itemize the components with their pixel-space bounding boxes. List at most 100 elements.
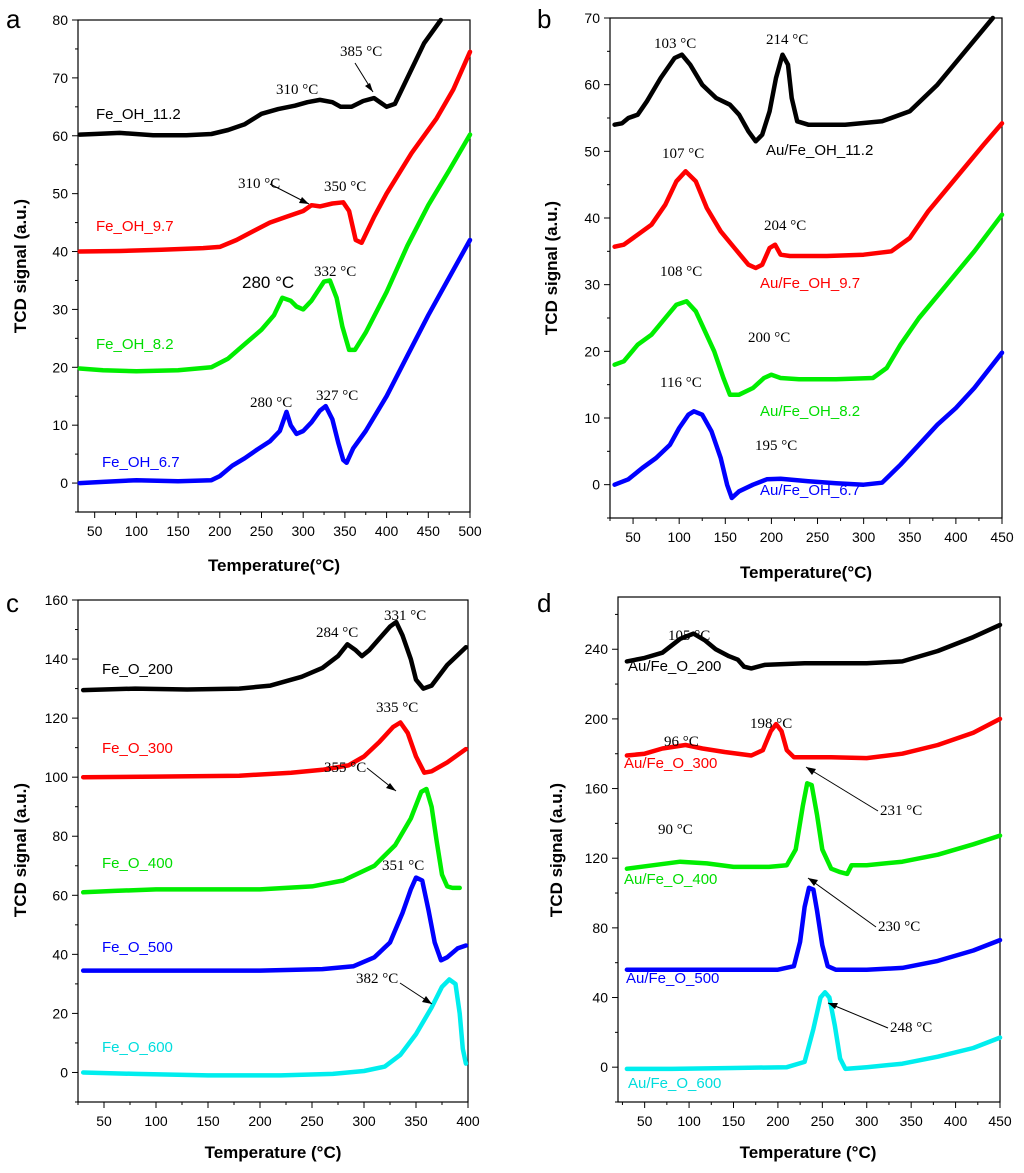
arrowhead (828, 1003, 838, 1009)
series-line-fe-oh-8-2 (77, 132, 473, 374)
arrowhead (299, 197, 309, 204)
annotation-arrow (805, 766, 879, 812)
peak-label: 331 °C (384, 608, 426, 624)
x-tick-label: 150 (166, 523, 190, 539)
panel-c-xlabel: Temperature (°C) (205, 1143, 342, 1162)
x-tick-label: 100 (125, 523, 149, 539)
x-tick-label: 400 (944, 529, 968, 545)
series-label-au-fe-oh-8-2: Au/Fe_OH_8.2 (760, 403, 860, 420)
y-tick-label: 40 (52, 946, 68, 962)
peak-label: 195 °C (755, 438, 797, 454)
x-tick-label: 150 (714, 529, 738, 545)
series-label-fe-oh-9-7: Fe_OH_9.7 (96, 218, 174, 235)
y-tick-label: 40 (592, 990, 608, 1006)
y-tick-label: 200 (585, 711, 609, 727)
x-tick-label: 350 (898, 529, 922, 545)
panel-a-frame (77, 19, 471, 513)
series-label-au-fe-o-200: Au/Fe_O_200 (628, 658, 721, 675)
peak-label: 90 °C (658, 822, 693, 838)
y-tick-label: 60 (52, 128, 68, 144)
x-tick-label: 100 (667, 529, 691, 545)
x-tick-label: 450 (990, 529, 1014, 545)
y-tick-label: 160 (585, 781, 609, 797)
panel-d-xlabel: Temperature (°C) (740, 1143, 877, 1162)
x-tick-label: 350 (404, 1113, 428, 1129)
peak-label: 214 °C (766, 32, 808, 48)
series-label-fe-o-500: Fe_O_500 (102, 939, 173, 956)
panel-b: b 50 100 150 200 250 300 350 400 450 0 10 20 30 40 50 6… (537, 4, 1014, 582)
series-line-fe-o-400 (80, 786, 462, 895)
arrowhead (806, 767, 816, 775)
series-line-fe-o-600 (80, 977, 469, 1078)
y-tick-label: 240 (585, 641, 609, 657)
y-tick-label: 50 (52, 186, 68, 202)
y-tick-label: 0 (60, 1064, 68, 1080)
series-line-fe-oh-6-7 (77, 237, 473, 486)
series-line-au-fe-o-300 (624, 716, 1003, 761)
x-tick-label: 400 (456, 1113, 480, 1129)
series-line-fe-o-500 (80, 875, 469, 973)
series-label-au-fe-o-300: Au/Fe_O_300 (624, 755, 717, 772)
panel-c-frame (77, 599, 469, 1103)
x-tick-label: 500 (458, 523, 482, 539)
series-label-fe-o-300: Fe_O_300 (102, 740, 173, 757)
x-tick-label: 50 (637, 1113, 653, 1129)
series-label-au-fe-oh-6-7: Au/Fe_OH_6.7 (760, 482, 860, 499)
x-tick-label: 50 (96, 1113, 112, 1129)
y-tick-label: 40 (584, 210, 600, 226)
panel-c-ylabel: TCD signal (a.u.) (11, 783, 30, 917)
x-tick-label: 250 (300, 1113, 324, 1129)
x-tick-label: 100 (677, 1113, 701, 1129)
peak-label: 280 °C (242, 273, 294, 292)
series-label-au-fe-o-500: Au/Fe_O_500 (626, 970, 719, 987)
series-label-fe-o-400: Fe_O_400 (102, 855, 173, 872)
series-label-fe-oh-6-7: Fe_OH_6.7 (102, 454, 180, 471)
panel-a: a 50 100 150 200 250 300 350 400 450 500 0 10 20 30 40… (6, 4, 482, 575)
peak-label: 382 °C (356, 971, 398, 987)
peak-label: 231 °C (880, 803, 922, 819)
peak-label: 204 °C (764, 218, 806, 234)
panel-d-ticks: 50 100 150 200 250 300 350 400 450 0 40 80 120 160 200… (585, 613, 1012, 1129)
panel-d-ylabel: TCD signal (a.u.) (547, 783, 566, 917)
y-tick-label: 20 (52, 1005, 68, 1021)
arrowhead (386, 783, 396, 791)
peak-label: 350 °C (324, 179, 366, 195)
peak-label: 103 °C (654, 36, 696, 52)
peak-label: 335 °C (376, 700, 418, 716)
arrowhead (808, 878, 818, 886)
x-tick-label: 300 (855, 1113, 879, 1129)
y-tick-label: 140 (45, 651, 69, 667)
peak-label: 280 °C (250, 395, 292, 411)
y-tick-label: 120 (45, 710, 69, 726)
x-tick-label: 200 (766, 1113, 790, 1129)
peak-label: 107 °C (662, 146, 704, 162)
peak-label: 355 °C (324, 760, 366, 776)
series-label-fe-oh-11-2: Fe_OH_11.2 (96, 106, 181, 123)
y-tick-label: 60 (52, 887, 68, 903)
panel-a-ylabel: TCD signal (a.u.) (11, 199, 30, 333)
y-tick-label: 160 (45, 592, 69, 608)
peak-label: 327 °C (316, 388, 358, 404)
x-tick-label: 250 (806, 529, 830, 545)
series-line-au-fe-oh-9-7 (612, 121, 1005, 271)
x-tick-label: 50 (87, 523, 103, 539)
y-tick-label: 0 (600, 1059, 608, 1075)
x-tick-label: 450 (417, 523, 441, 539)
panel-c-ticks: 50 100 150 200 250 300 350 400 0 20 40 60 80 100 120 14… (45, 592, 480, 1129)
series-line-au-fe-o-400 (624, 781, 1003, 877)
y-tick-label: 0 (60, 475, 68, 491)
series-label-fe-o-200: Fe_O_200 (102, 661, 173, 678)
panel-d-letter: d (537, 588, 551, 618)
x-tick-label: 200 (208, 523, 232, 539)
y-tick-label: 80 (52, 12, 68, 28)
x-tick-label: 300 (852, 529, 876, 545)
peak-label: 96 °C (664, 734, 699, 750)
panel-c-letter: c (6, 588, 19, 618)
y-tick-label: 60 (584, 77, 600, 93)
series-label-au-fe-oh-9-7: Au/Fe_OH_9.7 (760, 275, 860, 292)
peak-label: 310 °C (276, 82, 318, 98)
y-tick-label: 20 (584, 343, 600, 359)
series-line-au-fe-oh-6-7 (612, 350, 1005, 501)
y-tick-label: 120 (585, 850, 609, 866)
